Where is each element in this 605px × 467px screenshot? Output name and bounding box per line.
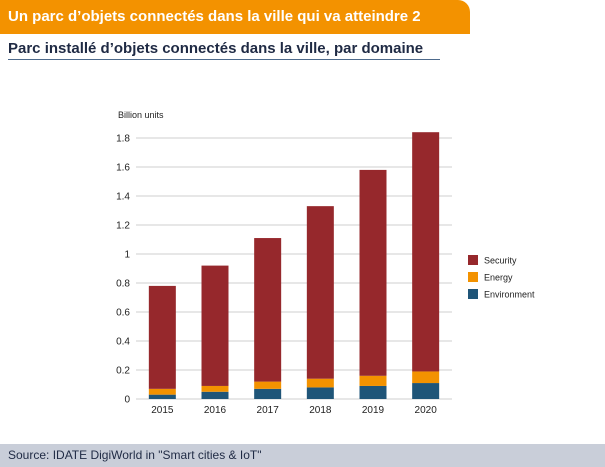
bar-environment-2020 bbox=[412, 383, 440, 399]
x-tick-labels: 2015 2016 2017 2018 2019 2020 bbox=[151, 405, 437, 416]
legend-swatch-environment bbox=[468, 289, 478, 299]
bar-environment-2017 bbox=[254, 388, 282, 399]
bar-security-2019 bbox=[359, 169, 387, 376]
bar-energy-2017 bbox=[254, 381, 282, 389]
y-tick-label: 1.8 bbox=[116, 134, 130, 145]
bar-energy-2015 bbox=[148, 388, 176, 395]
bar-environment-2018 bbox=[306, 387, 334, 399]
y-tick-label: 1.6 bbox=[116, 163, 130, 174]
legend-swatch-energy bbox=[468, 272, 478, 282]
legend-label-security: Security bbox=[484, 256, 517, 266]
legend: Security Energy Environment bbox=[468, 255, 535, 300]
bar-energy-2018 bbox=[306, 378, 334, 388]
bar-environment-2016 bbox=[201, 391, 229, 399]
bar-environment-2019 bbox=[359, 385, 387, 399]
bar-security-2018 bbox=[306, 206, 334, 379]
legend-swatch-security bbox=[468, 255, 478, 265]
y-tick-labels: 0 0.2 0.4 0.6 0.8 1 1.2 1.4 1.6 1.8 bbox=[116, 134, 130, 406]
y-tick-label: 0 bbox=[124, 395, 130, 406]
bar-group bbox=[148, 132, 440, 399]
x-tick-label: 2020 bbox=[415, 405, 438, 416]
subtitle-divider bbox=[8, 59, 440, 60]
bar-energy-2019 bbox=[359, 375, 387, 386]
y-tick-label: 1.4 bbox=[116, 192, 130, 203]
y-tick-label: 1 bbox=[124, 250, 130, 261]
y-tick-label: 0.6 bbox=[116, 308, 130, 319]
x-tick-label: 2018 bbox=[309, 405, 332, 416]
x-tick-label: 2016 bbox=[204, 405, 227, 416]
bar-energy-2020 bbox=[412, 371, 440, 384]
y-tick-label: 1.2 bbox=[116, 221, 130, 232]
y-tick-label: 0.4 bbox=[116, 337, 130, 348]
bar-security-2016 bbox=[201, 265, 229, 386]
y-tick-label: 0.2 bbox=[116, 366, 130, 377]
x-tick-label: 2017 bbox=[257, 405, 280, 416]
legend-label-environment: Environment bbox=[484, 290, 535, 300]
bar-security-2020 bbox=[412, 132, 440, 372]
source-note: Source: IDATE DigiWorld in "Smart cities… bbox=[0, 444, 605, 467]
legend-label-energy: Energy bbox=[484, 273, 513, 283]
bar-environment-2015 bbox=[148, 394, 176, 399]
chart-banner-title: Un parc d’objets connectés dans la ville… bbox=[0, 0, 470, 59]
bar-security-2015 bbox=[148, 285, 176, 389]
bar-chart: Billion units 0 0.2 0.4 0.6 0.8 1 1.2 1.4 1.6 1.8… bbox=[116, 110, 535, 416]
chart-subtitle: Parc installé d’objets connectés dans la… bbox=[8, 40, 424, 57]
grid-lines bbox=[136, 137, 452, 400]
bar-security-2017 bbox=[254, 238, 282, 382]
y-tick-label: 0.8 bbox=[116, 279, 130, 290]
bar-energy-2016 bbox=[201, 385, 229, 392]
y-axis-label: Billion units bbox=[118, 110, 164, 120]
x-tick-label: 2015 bbox=[151, 405, 174, 416]
x-tick-label: 2019 bbox=[362, 405, 385, 416]
